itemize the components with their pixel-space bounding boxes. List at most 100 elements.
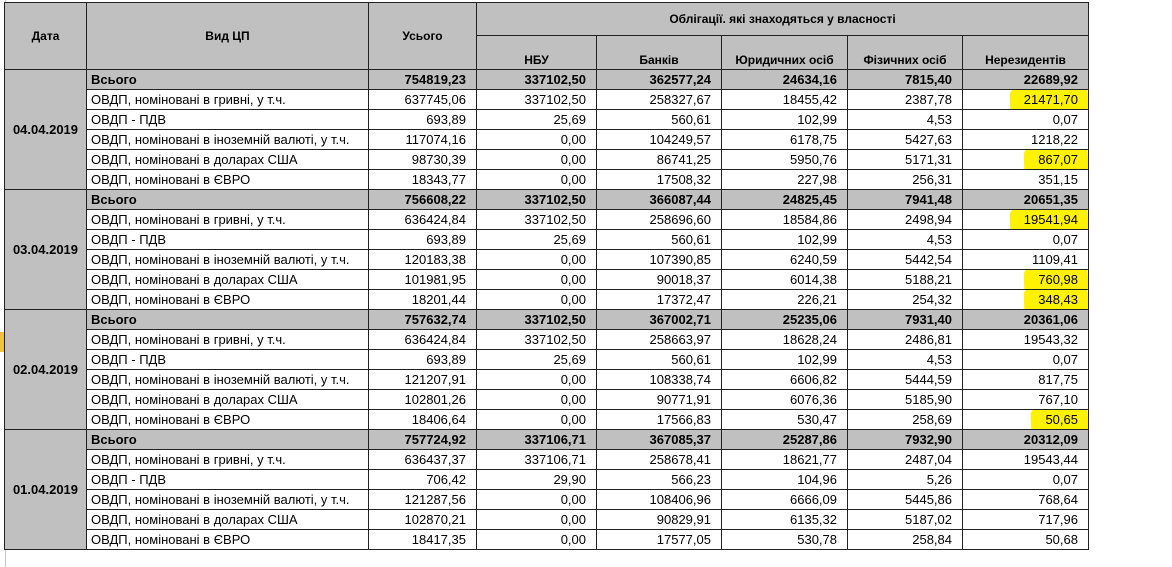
nonres-cell[interactable]: 760,98: [962, 269, 1089, 290]
total-cell[interactable]: 693,89: [368, 349, 477, 370]
nbu-cell[interactable]: 0,00: [476, 129, 597, 150]
banks-cell[interactable]: 258678,41: [596, 449, 722, 470]
total-cell[interactable]: 102801,26: [368, 389, 477, 410]
security-type-cell[interactable]: ОВДП - ПДВ: [86, 109, 369, 130]
banks-cell[interactable]: 108406,96: [596, 489, 722, 510]
physical-cell[interactable]: 256,31: [847, 169, 963, 190]
banks-cell[interactable]: 107390,85: [596, 249, 722, 270]
nonres-cell[interactable]: 0,07: [962, 229, 1089, 250]
legal-cell[interactable]: 102,99: [721, 109, 848, 130]
nonres-cell[interactable]: 717,96: [962, 509, 1089, 530]
header-total[interactable]: Усього: [368, 2, 477, 70]
nbu-cell[interactable]: 0,00: [476, 489, 597, 510]
banks-cell[interactable]: 17566,83: [596, 409, 722, 430]
banks-cell[interactable]: 108338,74: [596, 369, 722, 390]
security-type-cell[interactable]: Всього: [86, 429, 369, 450]
nonres-cell[interactable]: 19543,44: [962, 449, 1089, 470]
nbu-cell[interactable]: 337102,50: [476, 309, 597, 330]
banks-cell[interactable]: 258663,97: [596, 329, 722, 350]
banks-cell[interactable]: 366087,44: [596, 189, 722, 210]
nonres-cell[interactable]: 348,43: [962, 289, 1089, 310]
physical-cell[interactable]: 5,26: [847, 469, 963, 490]
header-date[interactable]: Дата: [4, 2, 87, 70]
security-type-cell[interactable]: ОВДП, номіновані в доларах США: [86, 389, 369, 410]
total-cell[interactable]: 636424,84: [368, 329, 477, 350]
physical-cell[interactable]: 5171,31: [847, 149, 963, 170]
legal-cell[interactable]: 226,21: [721, 289, 848, 310]
total-cell[interactable]: 18201,44: [368, 289, 477, 310]
nbu-cell[interactable]: 25,69: [476, 349, 597, 370]
nbu-cell[interactable]: 0,00: [476, 529, 597, 550]
banks-cell[interactable]: 17508,32: [596, 169, 722, 190]
security-type-cell[interactable]: ОВДП, номіновані в гривні, у т.ч.: [86, 329, 369, 350]
nonres-cell[interactable]: 767,10: [962, 389, 1089, 410]
security-type-cell[interactable]: ОВДП, номіновані в гривні, у т.ч.: [86, 209, 369, 230]
banks-cell[interactable]: 104249,57: [596, 129, 722, 150]
legal-cell[interactable]: 104,96: [721, 469, 848, 490]
total-cell[interactable]: 636424,84: [368, 209, 477, 230]
nbu-cell[interactable]: 337106,71: [476, 449, 597, 470]
security-type-cell[interactable]: ОВДП - ПДВ: [86, 469, 369, 490]
nbu-cell[interactable]: 0,00: [476, 509, 597, 530]
date-cell[interactable]: 02.04.2019: [4, 309, 87, 430]
physical-cell[interactable]: 7815,40: [847, 69, 963, 90]
nonres-cell[interactable]: 817,75: [962, 369, 1089, 390]
total-cell[interactable]: 18343,77: [368, 169, 477, 190]
total-cell[interactable]: 98730,39: [368, 149, 477, 170]
physical-cell[interactable]: 258,84: [847, 529, 963, 550]
banks-cell[interactable]: 258327,67: [596, 89, 722, 110]
physical-cell[interactable]: 5185,90: [847, 389, 963, 410]
physical-cell[interactable]: 5442,54: [847, 249, 963, 270]
nonres-cell[interactable]: 19543,32: [962, 329, 1089, 350]
legal-cell[interactable]: 6178,75: [721, 129, 848, 150]
physical-cell[interactable]: 5445,86: [847, 489, 963, 510]
header-banks[interactable]: Банків: [596, 35, 722, 70]
nbu-cell[interactable]: 337102,50: [476, 189, 597, 210]
nbu-cell[interactable]: 337106,71: [476, 429, 597, 450]
nbu-cell[interactable]: 0,00: [476, 249, 597, 270]
nbu-cell[interactable]: 25,69: [476, 109, 597, 130]
legal-cell[interactable]: 25235,06: [721, 309, 848, 330]
security-type-cell[interactable]: ОВДП - ПДВ: [86, 229, 369, 250]
nbu-cell[interactable]: 0,00: [476, 369, 597, 390]
nbu-cell[interactable]: 0,00: [476, 169, 597, 190]
banks-cell[interactable]: 90018,37: [596, 269, 722, 290]
banks-cell[interactable]: 560,61: [596, 109, 722, 130]
date-cell[interactable]: 01.04.2019: [4, 429, 87, 550]
legal-cell[interactable]: 6666,09: [721, 489, 848, 510]
physical-cell[interactable]: 2487,04: [847, 449, 963, 470]
banks-cell[interactable]: 367085,37: [596, 429, 722, 450]
legal-cell[interactable]: 5950,76: [721, 149, 848, 170]
physical-cell[interactable]: 254,32: [847, 289, 963, 310]
security-type-cell[interactable]: ОВДП, номіновані в ЄВРО: [86, 169, 369, 190]
legal-cell[interactable]: 6014,38: [721, 269, 848, 290]
physical-cell[interactable]: 7931,40: [847, 309, 963, 330]
security-type-cell[interactable]: Всього: [86, 309, 369, 330]
total-cell[interactable]: 121287,56: [368, 489, 477, 510]
banks-cell[interactable]: 17372,47: [596, 289, 722, 310]
legal-cell[interactable]: 6135,32: [721, 509, 848, 530]
legal-cell[interactable]: 102,99: [721, 229, 848, 250]
nbu-cell[interactable]: 337102,50: [476, 89, 597, 110]
legal-cell[interactable]: 227,98: [721, 169, 848, 190]
security-type-cell[interactable]: ОВДП, номіновані в іноземній валюті, у т…: [86, 489, 369, 510]
legal-cell[interactable]: 102,99: [721, 349, 848, 370]
security-type-cell[interactable]: ОВДП, номіновані в іноземній валюті, у т…: [86, 249, 369, 270]
total-cell[interactable]: 706,42: [368, 469, 477, 490]
total-cell[interactable]: 754819,23: [368, 69, 477, 90]
total-cell[interactable]: 18417,35: [368, 529, 477, 550]
security-type-cell[interactable]: ОВДП, номіновані в іноземній валюті, у т…: [86, 369, 369, 390]
header-nbu[interactable]: НБУ: [476, 35, 597, 70]
nonres-cell[interactable]: 20651,35: [962, 189, 1089, 210]
header-ownership-group[interactable]: Облігації. які знаходяться у власності: [476, 2, 1089, 36]
security-type-cell[interactable]: ОВДП, номіновані в ЄВРО: [86, 529, 369, 550]
banks-cell[interactable]: 90829,91: [596, 509, 722, 530]
total-cell[interactable]: 693,89: [368, 109, 477, 130]
total-cell[interactable]: 18406,64: [368, 409, 477, 430]
nonres-cell[interactable]: 50,65: [962, 409, 1089, 430]
legal-cell[interactable]: 24825,45: [721, 189, 848, 210]
nonres-cell[interactable]: 1218,22: [962, 129, 1089, 150]
banks-cell[interactable]: 566,23: [596, 469, 722, 490]
nonres-cell[interactable]: 19541,94: [962, 209, 1089, 230]
physical-cell[interactable]: 5444,59: [847, 369, 963, 390]
